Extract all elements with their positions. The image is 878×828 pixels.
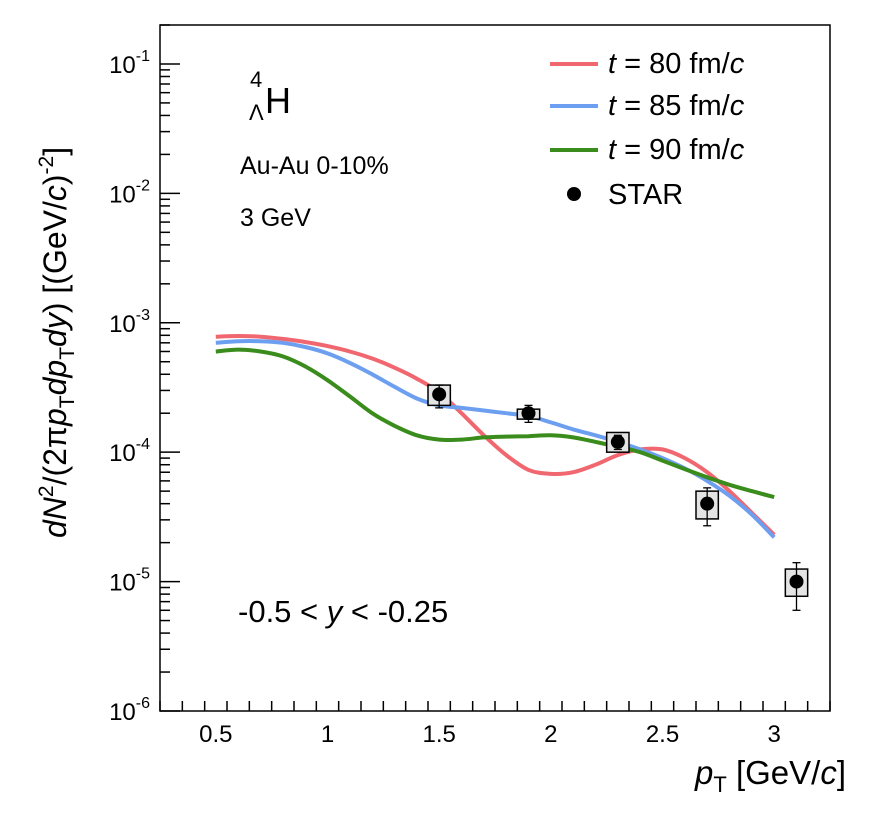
y-label-sub2: T — [56, 347, 79, 360]
legend-text-90: = 90 fm/ — [616, 134, 731, 166]
system-annotation: Au-Au 0-10% — [240, 152, 389, 180]
y-tick-label-base: 10 — [109, 52, 136, 79]
y-tick-label: 10-6 — [109, 695, 150, 726]
legend-marker-star — [567, 187, 581, 201]
star-points-layer — [427, 384, 809, 611]
x-label-sub: T — [713, 772, 726, 797]
rapidity-annotation: -0.5 < y < -0.25 — [238, 594, 448, 629]
series-t80-line — [215, 334, 776, 537]
x-label-main: p — [694, 754, 713, 791]
star-point — [789, 574, 804, 589]
legend-var-90: t — [608, 134, 618, 166]
star-point-group — [605, 431, 630, 453]
y-tick-label-base: 10 — [109, 440, 136, 467]
legend-unit-90: c — [730, 134, 745, 166]
star-point-group — [427, 384, 452, 409]
y-tick-label-exp: -5 — [136, 566, 150, 583]
legend: t = 80 fm/c t = 85 fm/c t = 90 fm/c STAR — [550, 48, 745, 211]
x-label-unit-open: [GeV/ — [727, 754, 821, 791]
x-tick-label: 2.5 — [646, 721, 679, 748]
y-tick-label-base: 10 — [109, 311, 136, 338]
y-label-p: p — [37, 408, 73, 427]
y-axis-label: dN2/(2πpTdpTdy) [(GeV/c)-2] — [35, 147, 79, 538]
x-axis-label: pT [GeV/c] — [694, 754, 846, 797]
star-point — [521, 406, 536, 421]
rapidity-var: y — [325, 594, 345, 629]
star-point — [610, 434, 625, 449]
x-label-unit-c: c — [820, 754, 837, 791]
y-label-dn: dN — [37, 496, 73, 538]
particle-super: 4 — [250, 67, 262, 92]
legend-label-80: t = 80 fm/c — [608, 48, 745, 80]
y-tick-label-base: 10 — [109, 699, 136, 726]
y-tick-label: 10-3 — [109, 307, 150, 338]
y-tick-label-exp: -3 — [136, 307, 150, 324]
legend-label-star: STAR — [608, 179, 683, 211]
y-tick-label: 10-4 — [109, 436, 150, 467]
legend-label-90: t = 90 fm/c — [608, 134, 745, 166]
star-point — [432, 387, 447, 402]
x-label-unit-close: ] — [837, 754, 846, 791]
energy-annotation: 3 GeV — [240, 204, 311, 232]
series-layer — [215, 334, 776, 539]
y-label-part1: /(2 — [37, 448, 73, 485]
y-label-sup2: -2 — [35, 156, 58, 175]
y-tick-label-exp: -2 — [136, 177, 150, 194]
x-tick-label: 1.5 — [422, 721, 455, 748]
x-tick-label: 2 — [544, 721, 557, 748]
legend-unit-80: c — [730, 48, 745, 80]
y-label-sub1: T — [56, 395, 79, 408]
y-label-sup1: 2 — [35, 485, 58, 497]
legend-unit-85: c — [730, 90, 745, 122]
series-t90-line — [215, 347, 775, 500]
y-label-part2: ) [(GeV/ — [37, 201, 73, 313]
x-tick-label: 0.5 — [199, 721, 232, 748]
x-axis-ticks: 0.5 1 1.5 2 2.5 3 — [159, 701, 831, 748]
y-label-part4: ] — [37, 147, 73, 156]
particle-sub: Λ — [249, 100, 264, 125]
x-tick-label: 1 — [321, 721, 334, 748]
y-tick-label-base: 10 — [109, 181, 136, 208]
legend-text-80: = 80 fm/ — [616, 48, 731, 80]
legend-text-85: = 85 fm/ — [616, 90, 731, 122]
legend-var-80: t — [608, 48, 618, 80]
series-t85-line — [215, 339, 776, 539]
y-tick-label-base: 10 — [109, 570, 136, 597]
legend-label-85: t = 85 fm/c — [608, 90, 745, 122]
y-tick-label-exp: -1 — [136, 48, 150, 65]
legend-var-85: t — [608, 90, 618, 122]
y-label-pi: π — [37, 426, 73, 448]
y-axis-ticks: 10-610-510-410-310-210-1 — [109, 24, 180, 726]
y-tick-label: 10-2 — [109, 177, 150, 208]
y-label-part3: ) — [37, 174, 73, 185]
y-tick-label: 10-5 — [109, 566, 150, 597]
y-label-dp: dp — [37, 360, 73, 396]
particle-annotation: 4 Λ H — [249, 67, 291, 125]
y-tick-label-exp: -4 — [136, 436, 150, 453]
x-tick-label: 3 — [767, 721, 780, 748]
y-tick-label-exp: -6 — [136, 695, 150, 712]
star-point — [700, 496, 715, 511]
star-point-group — [784, 562, 809, 611]
star-point-group — [516, 404, 541, 424]
rapidity-pre: -0.5 < — [238, 594, 327, 629]
star-point-group — [695, 487, 720, 527]
plot-area: 10-610-510-410-310-210-1 0.5 1 1.5 2 2.5 3 — [109, 24, 831, 748]
rapidity-post: < -0.25 — [342, 594, 448, 629]
y-label-dy: dy — [37, 311, 73, 347]
particle-main: H — [265, 80, 291, 121]
y-label-c: c — [37, 185, 73, 201]
y-tick-label: 10-1 — [109, 48, 150, 79]
